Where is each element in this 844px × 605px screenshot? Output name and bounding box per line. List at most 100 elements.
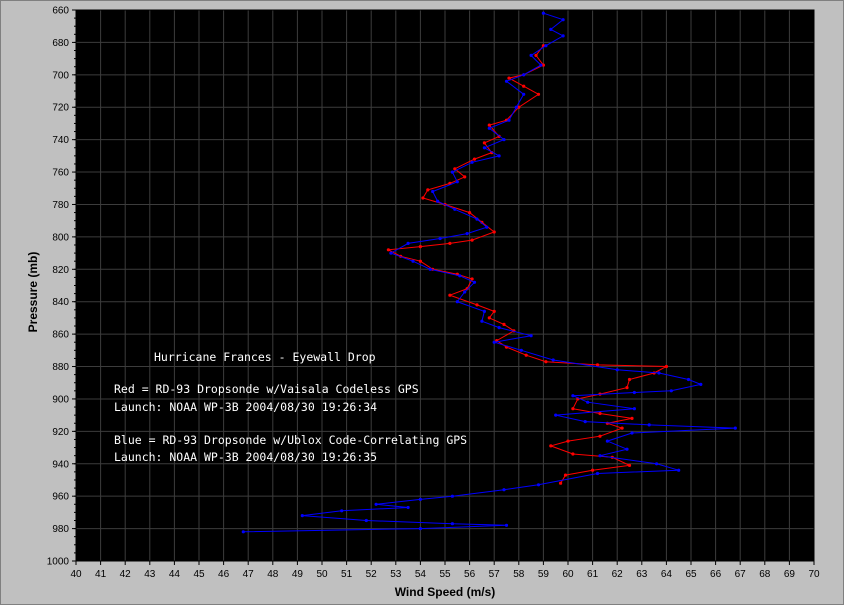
y-tick-label: 820 bbox=[52, 265, 69, 276]
data-point bbox=[699, 382, 703, 386]
data-point bbox=[517, 105, 521, 109]
data-point bbox=[411, 259, 415, 263]
data-point bbox=[571, 394, 575, 398]
y-tick-label: 780 bbox=[52, 200, 69, 211]
data-point bbox=[563, 473, 568, 477]
data-point bbox=[487, 126, 491, 130]
data-point bbox=[492, 309, 496, 313]
data-point bbox=[522, 92, 526, 96]
data-point bbox=[428, 267, 432, 271]
data-point bbox=[536, 483, 541, 487]
data-point bbox=[625, 386, 629, 390]
x-tick-label: 53 bbox=[390, 569, 402, 580]
x-tick-label: 54 bbox=[415, 569, 427, 580]
data-point bbox=[502, 322, 506, 326]
data-point bbox=[524, 353, 528, 357]
data-point bbox=[655, 462, 659, 466]
data-point bbox=[559, 481, 563, 485]
data-point bbox=[504, 523, 509, 527]
data-point bbox=[418, 497, 422, 501]
data-point bbox=[595, 363, 600, 367]
x-tick-label: 45 bbox=[193, 569, 205, 580]
y-tick-label: 840 bbox=[52, 297, 69, 308]
x-tick-label: 64 bbox=[661, 569, 673, 580]
data-point bbox=[480, 319, 484, 323]
y-tick-label: 700 bbox=[52, 70, 69, 81]
x-tick-label: 61 bbox=[587, 569, 599, 580]
x-tick-label: 47 bbox=[243, 569, 255, 580]
y-tick-label: 1000 bbox=[47, 557, 70, 568]
data-point bbox=[497, 326, 501, 330]
x-tick-label: 65 bbox=[685, 569, 697, 580]
x-tick-label: 50 bbox=[316, 569, 328, 580]
data-point bbox=[472, 157, 477, 161]
data-point bbox=[522, 73, 526, 77]
y-tick-label: 660 bbox=[52, 6, 69, 17]
x-tick-label: 49 bbox=[292, 569, 304, 580]
data-point bbox=[620, 426, 624, 430]
data-point bbox=[632, 407, 637, 411]
data-point bbox=[598, 434, 602, 438]
y-tick-label: 720 bbox=[52, 103, 69, 114]
data-point bbox=[647, 423, 651, 427]
data-point bbox=[544, 360, 548, 364]
data-point bbox=[458, 274, 462, 278]
data-point bbox=[686, 377, 691, 382]
data-point bbox=[549, 444, 553, 448]
data-point bbox=[591, 468, 595, 472]
data-point bbox=[418, 527, 422, 531]
data-point bbox=[463, 175, 467, 179]
data-point bbox=[507, 118, 511, 122]
data-point bbox=[541, 11, 546, 15]
y-tick-label: 860 bbox=[52, 330, 69, 341]
data-point bbox=[482, 146, 486, 150]
x-axis-label: Wind Speed (m/s) bbox=[395, 585, 496, 599]
data-point bbox=[554, 413, 558, 417]
data-point bbox=[485, 225, 489, 229]
data-point bbox=[450, 170, 454, 174]
data-point bbox=[455, 180, 459, 184]
data-point bbox=[470, 277, 474, 281]
data-point bbox=[583, 420, 587, 424]
data-point bbox=[487, 316, 491, 320]
annotations: Hurricane Frances - Eyewall Drop Red = R… bbox=[114, 350, 467, 464]
x-tick-label: 42 bbox=[120, 569, 132, 580]
data-point bbox=[630, 416, 634, 420]
data-point bbox=[389, 251, 393, 255]
data-point bbox=[507, 76, 511, 80]
data-point bbox=[504, 79, 509, 83]
x-tick-label: 60 bbox=[562, 569, 574, 580]
annotation-blue-launch: Launch: NOAA WP-3B 2004/08/30 19:26:35 bbox=[114, 450, 377, 464]
x-tick-label: 41 bbox=[95, 569, 107, 580]
y-axis-label: Pressure (mb) bbox=[26, 252, 40, 333]
ticks: 40 41 42 43 44 45 46 47 48 49 50 51 52 53 54 55 56 57 58 59… bbox=[47, 6, 820, 581]
data-point bbox=[436, 199, 440, 203]
x-tick-label: 44 bbox=[169, 569, 181, 580]
data-point bbox=[421, 196, 425, 200]
series-line bbox=[243, 12, 736, 533]
data-point bbox=[677, 468, 681, 472]
x-tick-label: 67 bbox=[735, 569, 747, 580]
data-point bbox=[468, 211, 472, 215]
data-point bbox=[492, 340, 496, 344]
data-point bbox=[453, 207, 457, 211]
y-tick-label: 760 bbox=[52, 168, 69, 179]
y-tick-label: 960 bbox=[52, 492, 69, 503]
y-tick-label: 800 bbox=[52, 232, 69, 243]
data-point bbox=[534, 53, 538, 58]
data-point bbox=[448, 241, 452, 245]
data-point bbox=[502, 488, 506, 492]
data-point bbox=[551, 358, 555, 362]
x-tick-label: 66 bbox=[710, 569, 722, 580]
data-point bbox=[475, 217, 479, 221]
data-point bbox=[470, 238, 474, 242]
data-point bbox=[482, 309, 486, 313]
data-point bbox=[497, 154, 501, 158]
data-point bbox=[465, 232, 469, 236]
data-point bbox=[502, 138, 506, 142]
data-point bbox=[418, 245, 422, 249]
data-point bbox=[566, 439, 570, 443]
x-tick-label: 59 bbox=[538, 569, 550, 580]
x-tick-label: 55 bbox=[439, 569, 451, 580]
